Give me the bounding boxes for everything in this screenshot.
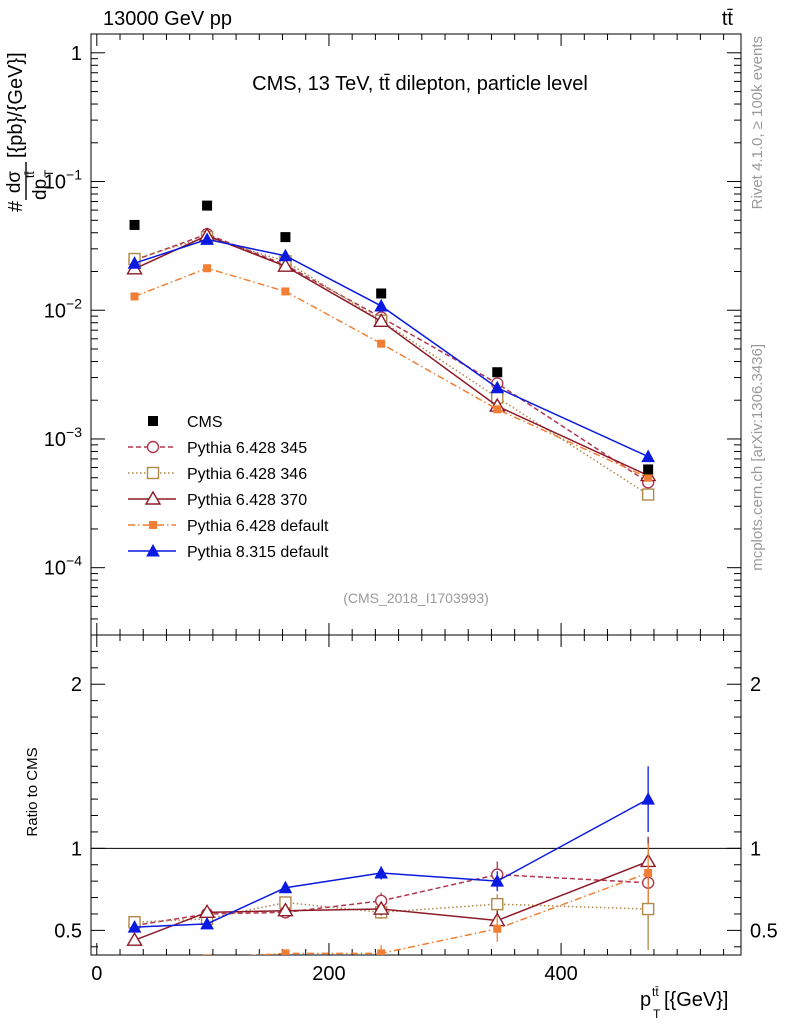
- y-tick-label: 10−3: [44, 424, 82, 451]
- ratio-line: [134, 873, 649, 927]
- rivet-version-label: Rivet 4.1.0, ≥ 100k events: [749, 36, 766, 209]
- ratio-marker: [126, 931, 143, 946]
- ratio-line: [134, 798, 649, 928]
- legend-label: Pythia 6.428 346: [187, 466, 307, 483]
- series-marker: [493, 405, 502, 414]
- series-marker: [377, 339, 386, 348]
- legend-label: Pythia 6.428 370: [187, 492, 307, 509]
- y-axis-label-denominator: dp: [30, 179, 51, 200]
- ratio-marker: [372, 900, 390, 915]
- ratio-tick-label: 1: [750, 838, 761, 860]
- ratio-marker: [374, 865, 389, 879]
- legend-label: CMS: [187, 414, 223, 431]
- ratio-line: [247, 872, 649, 955]
- reference-point: [492, 367, 503, 378]
- ratio-marker: [491, 897, 504, 911]
- ratio-axis-label: Ratio to CMS: [24, 747, 41, 836]
- series-marker: [374, 298, 389, 312]
- series-marker: [200, 232, 214, 245]
- x-axis-label-sup: tt̄: [652, 985, 659, 999]
- ratio-tick-label: 0.5: [54, 920, 82, 942]
- series-marker: [127, 256, 142, 269]
- series-marker: [278, 248, 293, 262]
- ratio-plot-frame: [90, 634, 742, 956]
- legend-marker: [149, 521, 157, 529]
- ratio-marker: [377, 949, 386, 955]
- axis-tick-labels: 0 200 400 1 10−1 10−2 10−3 10−4 0.5 0.5 1 1 2 2: [44, 43, 778, 985]
- legend-marker: [148, 416, 158, 426]
- reference-point: [643, 464, 654, 475]
- ratio-marker: [200, 916, 214, 930]
- ratio-marker: [131, 967, 139, 975]
- legend: CMS Pythia 6.428 345 Pythia 6.428 346 Pythi…: [128, 414, 329, 561]
- ratio-marker: [641, 902, 655, 916]
- ratio-tick-label: 2: [71, 674, 82, 696]
- ratio-marker: [277, 902, 294, 917]
- y-tick-label: 10−4: [44, 553, 82, 580]
- y-axis-label-numerator: dσ: [4, 171, 25, 194]
- series-marker: [203, 264, 212, 273]
- x-tick-label: 0: [91, 963, 102, 985]
- y-tick-label: 1: [71, 43, 82, 65]
- series-marker: [490, 380, 505, 394]
- series-line: [134, 234, 649, 477]
- x-tick-label: 400: [544, 963, 577, 985]
- legend-label: Pythia 6.428 default: [187, 518, 329, 535]
- ratio-marker: [493, 924, 502, 933]
- y-axis-label-sup: tt̄: [23, 171, 37, 178]
- series-marker: [281, 287, 290, 296]
- series-marker: [641, 449, 655, 463]
- series-marker: [641, 488, 655, 501]
- ratio-marker: [644, 868, 653, 877]
- legend-marker: [146, 440, 160, 454]
- series-marker: [277, 257, 294, 272]
- y-tick-label: 10−1: [44, 167, 82, 194]
- y-axis-label: # dσ dp tt̄ T [{pb}/{GeV}]: [4, 52, 56, 212]
- series-marker: [130, 292, 139, 301]
- ratio-marker: [127, 920, 142, 933]
- ratio-tick-label: 2: [750, 674, 761, 696]
- series-line: [134, 238, 649, 458]
- main-plot-area: [126, 200, 657, 501]
- x-axis-label-main: p: [640, 989, 651, 1011]
- y-axis-label-hash: #: [5, 200, 27, 212]
- x-axis-label-units: [{GeV}]: [664, 989, 729, 1011]
- energy-label: 13000 GeV pp: [103, 8, 232, 30]
- x-axis-label-sub: T: [653, 1007, 661, 1021]
- reference-point: [376, 288, 387, 299]
- reference-point: [129, 219, 140, 230]
- ratio-marker: [281, 949, 290, 955]
- x-tick-label: 200: [312, 963, 345, 985]
- y-axis-label-units: [{pb}/{GeV}]: [5, 52, 27, 158]
- ratio-line: [134, 860, 649, 941]
- series-marker: [644, 473, 653, 482]
- ratio-marker: [641, 792, 655, 805]
- analysis-id: (CMS_2018_I1703993): [343, 590, 489, 606]
- ratio-marker: [203, 954, 212, 955]
- ratio-marker: [278, 880, 293, 894]
- ratio-tick-label: 1: [71, 838, 82, 860]
- ratio-tick-label: 0.5: [750, 920, 778, 942]
- legend-label: Pythia 8.315 default: [187, 544, 329, 561]
- series-line: [134, 267, 649, 479]
- process-label: tt̄: [722, 8, 734, 30]
- y-tick-label: 10−2: [44, 295, 82, 322]
- y-axis-label-sub: T: [42, 169, 56, 177]
- reference-point: [202, 200, 213, 211]
- mcplots-label: mcplots.cern.ch [arXiv:1306.3436]: [749, 344, 766, 571]
- legend-marker: [146, 466, 160, 480]
- chart-title: CMS, 13 TeV, tt̄ dilepton, particle leve…: [252, 73, 588, 95]
- x-axis-label: p tt̄ T [{GeV}]: [640, 985, 729, 1021]
- ratio-marker: [490, 874, 505, 887]
- series-marker: [372, 312, 390, 328]
- ratio-plot-area: [126, 766, 657, 975]
- reference-point: [280, 232, 291, 243]
- legend-label: Pythia 6.428 345: [187, 440, 307, 457]
- legend-marker: [146, 543, 160, 557]
- ratio-line: [134, 901, 649, 923]
- legend-marker: [144, 490, 162, 505]
